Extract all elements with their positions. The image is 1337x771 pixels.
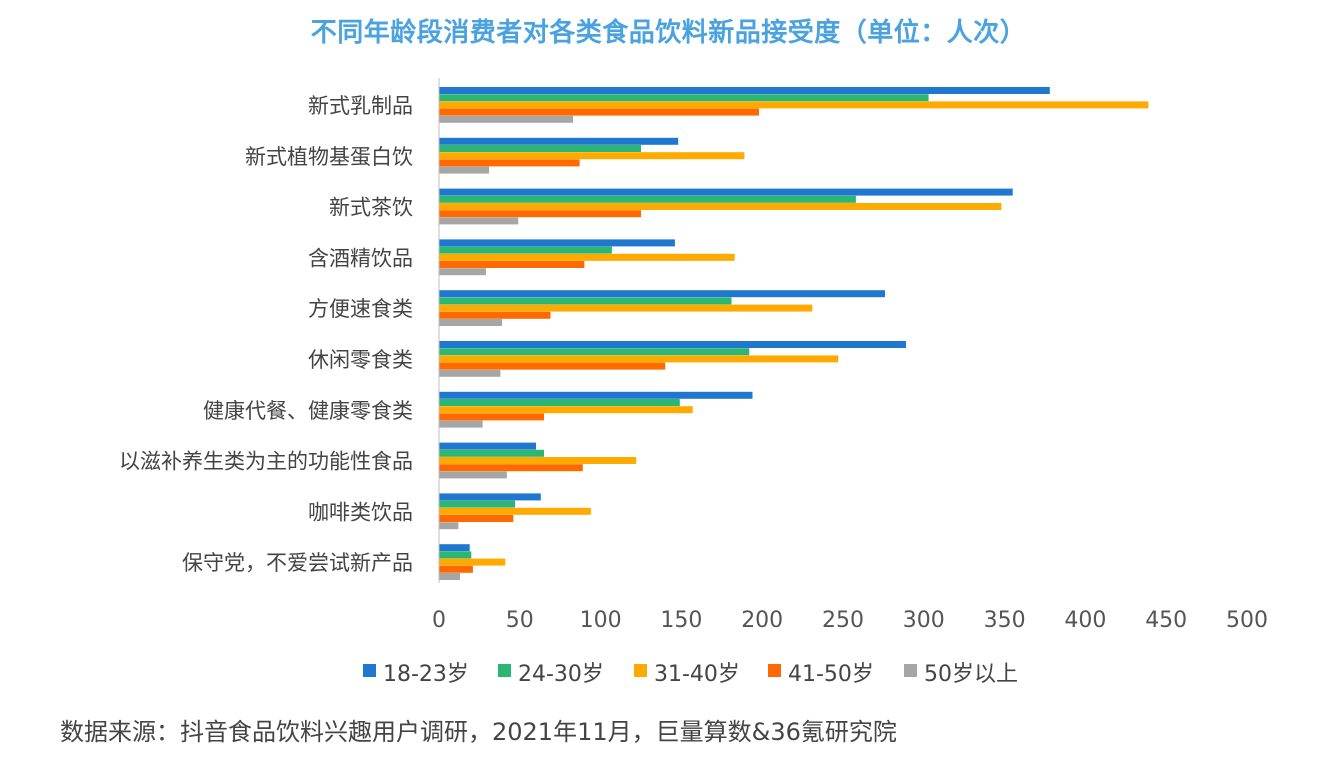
bar (439, 253, 735, 261)
bar (439, 413, 544, 421)
bar (439, 551, 472, 559)
bar (439, 464, 583, 472)
bar (439, 94, 929, 102)
x-tick-label: 450 (1145, 608, 1187, 633)
bar (439, 268, 486, 276)
x-tick-label: 500 (1226, 608, 1268, 633)
bar (439, 290, 885, 298)
source-note: 数据来源：抖音食品饮料兴趣用户调研，2021年11月，巨量算数&36氪研究院 (60, 718, 897, 746)
category-label: 方便速食类 (308, 297, 413, 321)
bar (439, 311, 551, 319)
bar (439, 304, 813, 312)
x-tick-label: 350 (984, 608, 1026, 633)
legend-swatch (363, 664, 376, 677)
bar (439, 159, 580, 167)
legend: 18-23岁 24-30岁 31-40岁 41-50岁 50岁以上 (363, 662, 1018, 687)
bars-layer (439, 87, 1149, 580)
category-label: 新式植物基蛋白饮 (245, 145, 413, 169)
bar (439, 522, 459, 530)
x-tick-label: 400 (1064, 608, 1106, 633)
bar (439, 195, 856, 203)
bar (439, 188, 1013, 196)
x-tick-label: 200 (741, 608, 783, 633)
category-label: 以滋补养生类为主的功能性食品 (119, 450, 413, 474)
bar (439, 137, 679, 145)
bar (439, 101, 1149, 109)
category-label: 新式乳制品 (308, 94, 413, 118)
bar (439, 507, 591, 515)
legend-swatch (498, 664, 511, 677)
bar (439, 406, 693, 414)
x-tick-label: 50 (506, 608, 534, 633)
bar (439, 152, 745, 160)
chart-title: 不同年龄段消费者对各类食品饮料新品接受度（单位：人次） (310, 18, 1027, 48)
legend-label: 31-40岁 (654, 662, 740, 687)
legend-label: 50岁以上 (924, 662, 1018, 687)
bar (439, 166, 490, 174)
bar (439, 500, 515, 508)
x-tick-label: 300 (903, 608, 945, 633)
category-label: 咖啡类饮品 (308, 500, 413, 524)
category-label: 新式茶饮 (329, 196, 413, 220)
x-tick-label: 150 (660, 608, 702, 633)
bar (439, 558, 506, 566)
category-label: 含酒精饮品 (308, 246, 413, 270)
legend-swatch (768, 664, 781, 677)
bar (439, 210, 641, 218)
bar (439, 319, 502, 326)
bar (439, 217, 519, 225)
legend-swatch (634, 664, 647, 677)
bar (439, 297, 732, 305)
bar (439, 348, 750, 356)
legend-label: 18-23岁 (383, 662, 469, 687)
bar (439, 246, 612, 254)
legend-label: 41-50岁 (788, 662, 874, 687)
bar (439, 449, 544, 457)
bar (439, 145, 641, 152)
bar (439, 471, 507, 479)
category-label: 保守党，不爱尝试新产品 (182, 551, 413, 575)
bar (439, 369, 501, 377)
bar (439, 442, 536, 450)
bar (439, 203, 1002, 210)
bar (439, 261, 585, 268)
bar (439, 87, 1050, 94)
category-label: 休闲零食类 (308, 348, 413, 372)
bar (439, 457, 637, 464)
bar (439, 108, 759, 116)
legend-swatch (904, 664, 917, 677)
bar (439, 362, 666, 370)
x-tick-label: 100 (580, 608, 622, 633)
bar (439, 515, 514, 522)
bar (439, 341, 906, 348)
axis-layer: 新式乳制品新式植物基蛋白饮新式茶饮含酒精饮品方便速食类休闲零食类健康代餐、健康零… (119, 78, 1268, 633)
legend-label: 24-30岁 (518, 662, 604, 687)
x-tick-label: 250 (822, 608, 864, 633)
bar (439, 573, 460, 580)
bar (439, 420, 483, 428)
bar (439, 544, 470, 552)
bar (439, 493, 541, 501)
bar (439, 115, 574, 123)
bar (439, 239, 675, 247)
bar (439, 391, 753, 399)
category-label: 健康代餐、健康零食类 (203, 399, 413, 423)
x-tick-label: 0 (432, 608, 446, 633)
bar (439, 355, 839, 363)
bar (439, 565, 473, 573)
bar (439, 399, 680, 406)
